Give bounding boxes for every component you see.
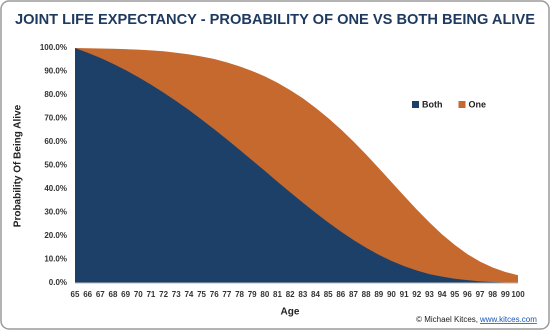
x-tick-label: 75 bbox=[197, 290, 206, 299]
x-tick-label: 96 bbox=[463, 290, 472, 299]
x-tick-label: 100 bbox=[511, 290, 525, 299]
x-tick-label: 74 bbox=[184, 290, 193, 299]
x-tick-label: 76 bbox=[210, 290, 219, 299]
x-tick-label: 89 bbox=[374, 290, 383, 299]
x-tick-label: 91 bbox=[400, 290, 409, 299]
y-tick-label: 40.0% bbox=[44, 184, 67, 193]
x-tick-label: 70 bbox=[134, 290, 143, 299]
x-tick-label: 68 bbox=[109, 290, 118, 299]
x-tick-label: 86 bbox=[336, 290, 345, 299]
y-tick-label: 60.0% bbox=[44, 137, 67, 146]
x-axis-label: Age bbox=[281, 307, 300, 318]
x-tick-label: 87 bbox=[349, 290, 358, 299]
x-tick-label: 83 bbox=[298, 290, 307, 299]
legend-label: Both bbox=[422, 99, 443, 109]
x-tick-label: 71 bbox=[146, 290, 155, 299]
y-tick-label: 100.0% bbox=[40, 43, 67, 52]
x-tick-label: 90 bbox=[387, 290, 396, 299]
x-tick-label: 92 bbox=[412, 290, 421, 299]
legend-label: One bbox=[469, 99, 487, 109]
x-tick-label: 66 bbox=[83, 290, 92, 299]
x-tick-label: 97 bbox=[476, 290, 485, 299]
x-tick-label: 67 bbox=[96, 290, 105, 299]
y-tick-label: 30.0% bbox=[44, 208, 67, 217]
x-tick-label: 78 bbox=[235, 290, 244, 299]
y-tick-label: 20.0% bbox=[44, 231, 67, 240]
x-tick-label: 98 bbox=[488, 290, 497, 299]
x-tick-label: 95 bbox=[450, 290, 459, 299]
legend-swatch bbox=[458, 101, 466, 108]
y-tick-label: 10.0% bbox=[44, 255, 67, 264]
y-tick-label: 0.0% bbox=[49, 278, 67, 287]
x-tick-label: 79 bbox=[248, 290, 257, 299]
x-tick-label: 77 bbox=[222, 290, 231, 299]
x-tick-label: 82 bbox=[286, 290, 295, 299]
x-tick-label: 73 bbox=[172, 290, 181, 299]
y-tick-label: 50.0% bbox=[44, 161, 67, 170]
x-tick-label: 88 bbox=[362, 290, 371, 299]
x-tick-label: 81 bbox=[273, 290, 282, 299]
source-link[interactable]: www.kitces.com bbox=[479, 315, 537, 324]
x-tick-label: 80 bbox=[260, 290, 269, 299]
source: © Michael Kitces, bbox=[416, 315, 478, 324]
x-tick-label: 99 bbox=[501, 290, 510, 299]
x-tick-label: 65 bbox=[71, 290, 80, 299]
area bbox=[75, 48, 518, 283]
chart-title: JOINT LIFE EXPECTANCY - PROBABILITY OF O… bbox=[15, 11, 535, 28]
x-tick-label: 94 bbox=[438, 290, 447, 299]
y-axis-label: Probability Of Being Alive bbox=[13, 104, 24, 227]
x-tick-label: 84 bbox=[311, 290, 320, 299]
x-tick-label: 85 bbox=[324, 290, 333, 299]
y-tick-label: 90.0% bbox=[44, 67, 67, 76]
y-tick-label: 80.0% bbox=[44, 90, 67, 99]
legend-swatch bbox=[412, 101, 419, 108]
x-tick-label: 69 bbox=[121, 290, 130, 299]
x-tick-label: 93 bbox=[425, 290, 434, 299]
y-tick-label: 70.0% bbox=[44, 114, 67, 123]
x-tick-label: 72 bbox=[159, 290, 168, 299]
